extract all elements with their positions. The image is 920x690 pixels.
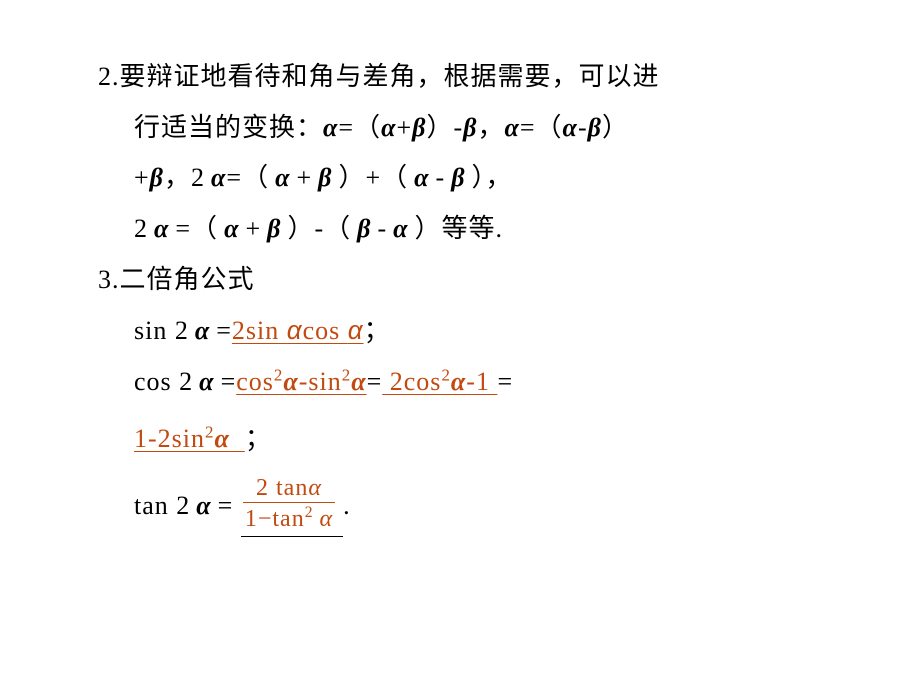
beta-symbol: β [588, 113, 602, 142]
alpha-symbol: α [154, 214, 169, 243]
beta-symbol: β [267, 214, 281, 243]
beta-symbol: β [463, 113, 477, 142]
alpha-symbol: α [211, 163, 226, 192]
item-3-title: 3.二倍角公式 [98, 255, 840, 306]
alpha-symbol: α [224, 214, 239, 243]
alpha-symbol: α [393, 214, 408, 243]
beta-symbol: β [318, 163, 332, 192]
tan-answer: 2 tanα 1−tan2α [241, 479, 343, 538]
cos-answer-1: cos2α-sin2α [236, 367, 366, 396]
beta-symbol: β [451, 163, 465, 192]
item-2-line-2: 行适当的变换：α=（α+β）-β，α=（α-β） [98, 103, 840, 154]
alpha-symbol: α [504, 113, 519, 142]
item-2-line-3: +β，2α=（α+β）+（α-β）， [98, 153, 840, 204]
cos-answer-3: 1-2sin2α [134, 424, 245, 453]
cos-formula-2: 1-2sin2α ； [98, 408, 840, 465]
alpha-symbol: α [199, 367, 214, 396]
alpha-symbol: α [196, 490, 211, 519]
alpha-symbol: α [323, 113, 338, 142]
beta-symbol: β [150, 163, 164, 192]
tan-formula: tan 2α= 2 tanα 1−tan2α . [98, 479, 840, 538]
beta-symbol: β [412, 113, 426, 142]
sin-formula: sin 2α=2sin αcos α； [98, 305, 840, 357]
sin-answer: 2sin αcos α [232, 316, 364, 345]
fraction: 2 tanα 1−tan2α [243, 475, 335, 533]
cos-answer-2: 2cos2α-1 [382, 367, 497, 396]
item-3-number: 3. [98, 265, 120, 294]
alpha-symbol: α [275, 163, 290, 192]
item-2-number: 2. [98, 62, 120, 91]
alpha-symbol: α [381, 113, 396, 142]
item-2-line-4: 2α=（α+β）-（β-α）等等. [98, 204, 840, 255]
alpha-symbol: α [563, 113, 578, 142]
cos-formula-1: cos 2α=cos2α-sin2α= 2cos2α-1 = [98, 357, 840, 408]
item-2-line-1: 2.要辩证地看待和角与差角，根据需要，可以进 [98, 52, 840, 103]
beta-symbol: β [357, 214, 371, 243]
alpha-symbol: α [195, 316, 210, 345]
alpha-symbol: α [414, 163, 429, 192]
